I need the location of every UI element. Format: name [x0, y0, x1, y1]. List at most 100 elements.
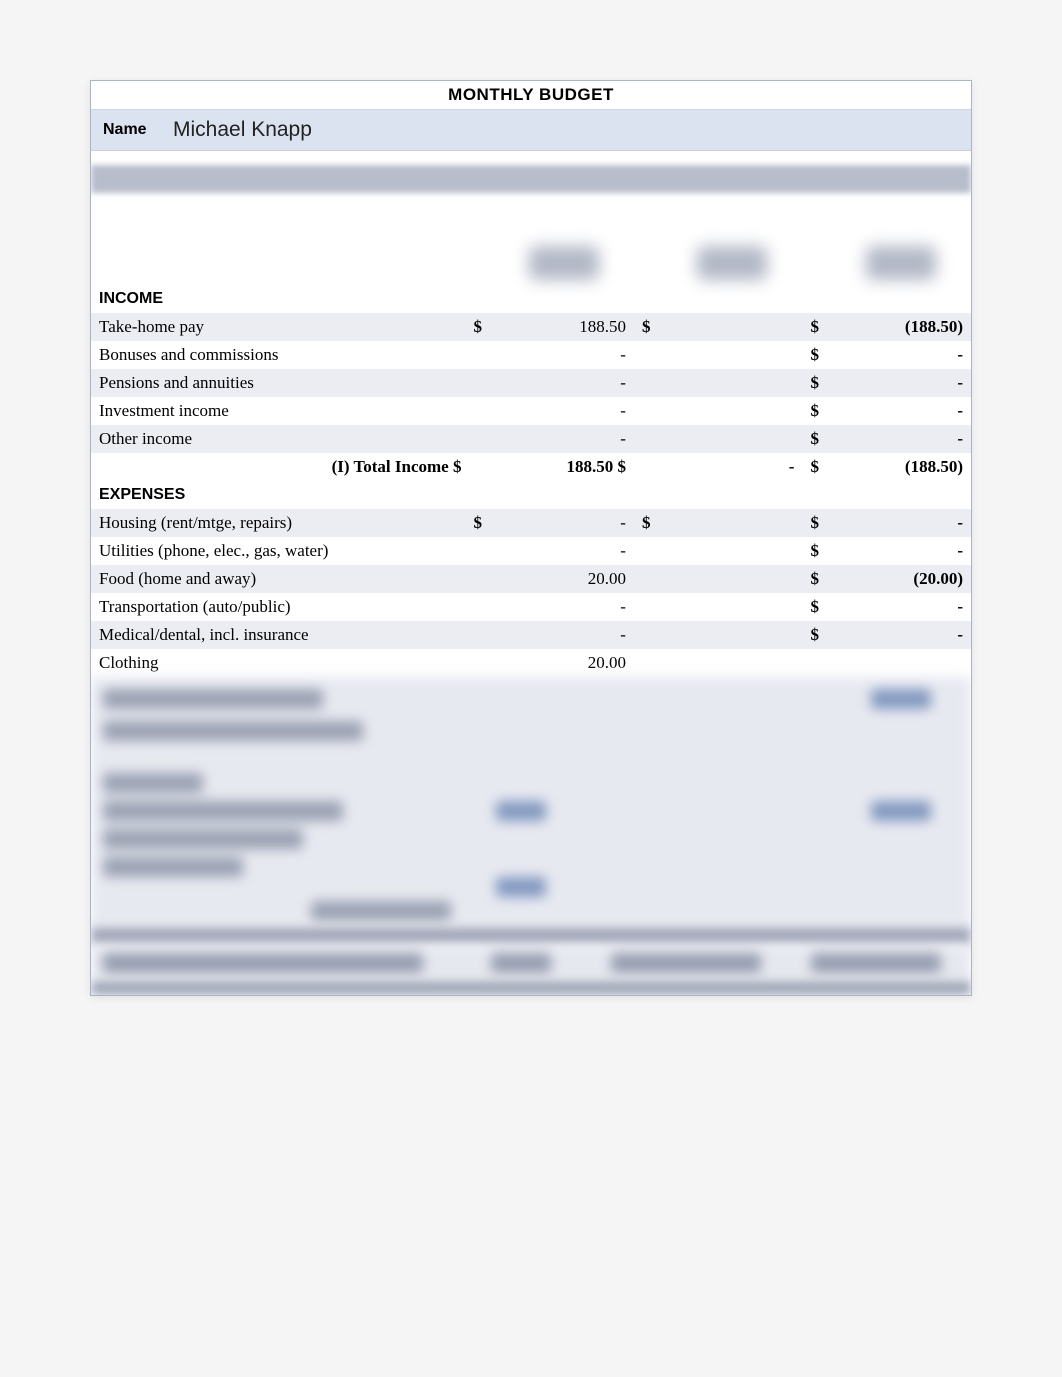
- income-row-value1: -: [494, 397, 634, 425]
- income-row-value3: -: [831, 341, 972, 369]
- expense-row-value1: 20.00: [494, 565, 634, 593]
- currency-symbol: $: [802, 313, 830, 341]
- currency-symbol: $: [802, 397, 830, 425]
- table-row: Housing (rent/mtge, repairs)$-$$-: [91, 509, 971, 537]
- currency-symbol: $: [802, 425, 830, 453]
- currency-symbol: $: [634, 509, 662, 537]
- column-header-blur-1: [529, 246, 599, 280]
- name-row: Name Michael Knapp: [91, 110, 971, 151]
- currency-symbol: [465, 621, 493, 649]
- budget-sheet: MONTHLY BUDGET Name Michael Knapp INCOME…: [90, 80, 972, 996]
- currency-symbol: [634, 341, 662, 369]
- expense-row-value3: -: [831, 621, 972, 649]
- currency-symbol: [802, 649, 830, 677]
- currency-symbol: [465, 369, 493, 397]
- income-total-c2: -: [662, 453, 802, 481]
- currency-symbol: [465, 649, 493, 677]
- income-row-value2: [662, 341, 802, 369]
- currency-symbol: $: [802, 593, 830, 621]
- income-row-value3: -: [831, 369, 972, 397]
- expense-row-value2: [662, 565, 802, 593]
- currency-symbol: [465, 425, 493, 453]
- income-total-currency3: $: [802, 453, 830, 481]
- income-total-row: (I) Total Income $ 188.50 $ - $ (188.50): [91, 453, 971, 481]
- currency-symbol: [634, 621, 662, 649]
- table-row: Bonuses and commissions-$-: [91, 341, 971, 369]
- expense-row-value2: [662, 537, 802, 565]
- expense-row-label: Clothing: [91, 649, 465, 677]
- expense-row-value3: (20.00): [831, 565, 972, 593]
- income-row-value2: [662, 313, 802, 341]
- currency-symbol: $: [465, 313, 493, 341]
- currency-symbol: [634, 537, 662, 565]
- column-header-blur-2: [697, 246, 767, 280]
- currency-symbol: $: [802, 537, 830, 565]
- name-label: Name: [103, 121, 173, 139]
- income-row-label: Bonuses and commissions: [91, 341, 465, 369]
- column-header-row: [91, 241, 971, 285]
- expense-row-value1: 20.00: [494, 649, 634, 677]
- currency-symbol: $: [802, 369, 830, 397]
- expense-row-value3: -: [831, 537, 972, 565]
- currency-symbol: [465, 341, 493, 369]
- currency-symbol: $: [802, 341, 830, 369]
- income-row-value3: -: [831, 397, 972, 425]
- currency-symbol: $: [802, 509, 830, 537]
- currency-symbol: [634, 593, 662, 621]
- expense-row-value3: -: [831, 593, 972, 621]
- currency-symbol: $: [802, 621, 830, 649]
- currency-symbol: [465, 537, 493, 565]
- income-row-value1: -: [494, 341, 634, 369]
- table-row: Utilities (phone, elec., gas, water)-$-: [91, 537, 971, 565]
- currency-symbol: [634, 425, 662, 453]
- table-row: Investment income-$-: [91, 397, 971, 425]
- currency-symbol: $: [802, 565, 830, 593]
- income-row-value2: [662, 425, 802, 453]
- income-total-c1: 188.50 $: [494, 453, 634, 481]
- currency-symbol: [465, 565, 493, 593]
- income-row-label: Take-home pay: [91, 313, 465, 341]
- income-total-c3: (188.50): [831, 453, 972, 481]
- table-row: Food (home and away) 20.00 $(20.00): [91, 565, 971, 593]
- expense-row-value1: -: [494, 621, 634, 649]
- income-heading: INCOME: [91, 285, 465, 313]
- expense-row-value2: [662, 621, 802, 649]
- income-row-value2: [662, 397, 802, 425]
- expense-row-label: Food (home and away): [91, 565, 465, 593]
- income-row-label: Investment income: [91, 397, 465, 425]
- income-row-value3: -: [831, 425, 972, 453]
- currency-symbol: [634, 565, 662, 593]
- income-row-value2: [662, 369, 802, 397]
- expense-row-value3: -: [831, 509, 972, 537]
- currency-symbol: [634, 649, 662, 677]
- expenses-table: EXPENSES Housing (rent/mtge, repairs)$-$…: [91, 481, 971, 677]
- expense-row-value2: [662, 593, 802, 621]
- currency-symbol: $: [634, 313, 662, 341]
- column-header-blur-3: [866, 246, 936, 280]
- table-row: Transportation (auto/public)-$-: [91, 593, 971, 621]
- currency-symbol: [465, 593, 493, 621]
- expense-row-value1: -: [494, 509, 634, 537]
- income-row-label: Other income: [91, 425, 465, 453]
- expense-row-value1: -: [494, 537, 634, 565]
- grey-divider-band: [91, 165, 971, 193]
- table-row: Medical/dental, incl. insurance-$-: [91, 621, 971, 649]
- income-row-label: Pensions and annuities: [91, 369, 465, 397]
- income-row-value3: (188.50): [831, 313, 972, 341]
- expense-row-label: Medical/dental, incl. insurance: [91, 621, 465, 649]
- expense-row-label: Transportation (auto/public): [91, 593, 465, 621]
- income-row-value1: 188.50: [494, 313, 634, 341]
- currency-symbol: $: [465, 509, 493, 537]
- currency-symbol: [634, 397, 662, 425]
- document-title: MONTHLY BUDGET: [91, 81, 971, 110]
- expense-row-value2: [662, 649, 802, 677]
- income-row-value1: -: [494, 369, 634, 397]
- name-value: Michael Knapp: [173, 118, 312, 142]
- income-total-label: (I) Total Income $: [91, 453, 465, 481]
- table-row: Clothing 20.00: [91, 649, 971, 677]
- expense-row-label: Housing (rent/mtge, repairs): [91, 509, 465, 537]
- expense-row-value3: [831, 649, 972, 677]
- currency-symbol: [634, 369, 662, 397]
- blurred-lower-region: [91, 677, 971, 927]
- currency-symbol: [465, 397, 493, 425]
